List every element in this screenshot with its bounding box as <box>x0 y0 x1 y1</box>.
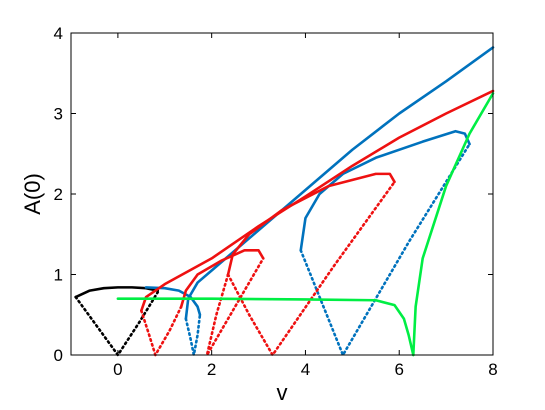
line <box>179 249 265 308</box>
y-tick-label: 2 <box>54 185 63 204</box>
line <box>411 92 495 357</box>
x-tick-label: 0 <box>113 360 122 379</box>
x-tick-label: 4 <box>301 360 310 379</box>
plot-area <box>71 33 493 355</box>
y-tick-label: 3 <box>54 105 63 124</box>
y-tick-label: 1 <box>54 266 63 285</box>
y-tick-label: 4 <box>54 24 63 43</box>
x-tick-label: 2 <box>207 360 216 379</box>
y-tick-label: 0 <box>54 346 63 365</box>
dotted-line <box>205 257 265 357</box>
line <box>299 129 471 252</box>
dotted-line <box>299 142 471 357</box>
line <box>226 172 396 276</box>
x-tick-label: 6 <box>394 360 403 379</box>
axes-box <box>70 32 494 356</box>
y-axis-label: A(0) <box>20 173 45 215</box>
x-axis-label: v <box>277 380 288 405</box>
x-tick-label: 8 <box>488 360 497 379</box>
line <box>116 297 415 357</box>
